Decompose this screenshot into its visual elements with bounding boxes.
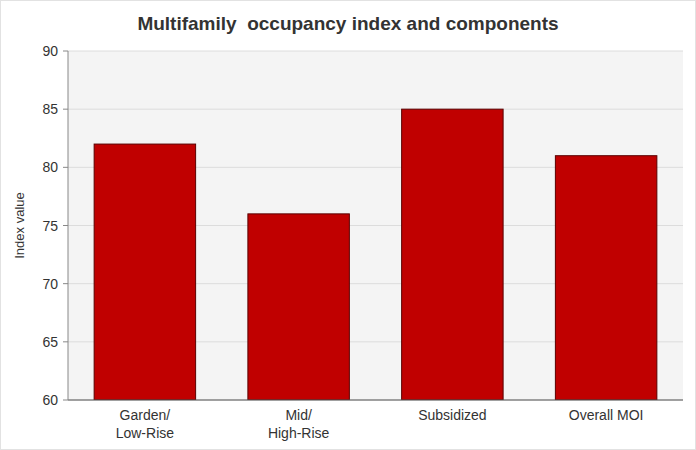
tick-mark — [63, 167, 68, 168]
tick-label: 80 — [42, 159, 58, 175]
tick-label: 75 — [42, 218, 58, 234]
plot-area — [68, 51, 683, 400]
tick-mark — [63, 225, 68, 226]
category-label-line: Low-Rise — [116, 425, 175, 441]
tick-label: 65 — [42, 334, 58, 350]
category-label-line: Mid/ — [285, 407, 312, 423]
bars — [94, 109, 657, 400]
chart: 60 65 70 75 80 85 90 Garden/Low-Rise Mid/High-Ri… — [0, 0, 696, 450]
category-label-line: Subsidized — [418, 407, 487, 423]
category-label-line: Overall MOI — [569, 407, 644, 423]
tick-mark — [63, 109, 68, 110]
grid-line — [68, 109, 683, 110]
category-label: Mid/High-Rise — [268, 407, 330, 441]
category-label-line: High-Rise — [268, 425, 330, 441]
tick-mark — [63, 51, 68, 52]
category-label: Garden/Low-Rise — [116, 407, 175, 441]
bar — [94, 144, 195, 400]
x-axis — [68, 400, 683, 401]
grid-line — [68, 400, 683, 401]
tick-label: 60 — [42, 392, 58, 408]
y-axis — [68, 51, 69, 400]
bar — [248, 214, 349, 400]
bar — [402, 109, 503, 400]
bar — [555, 156, 656, 400]
background — [1, 1, 696, 450]
category-label-line: Garden/ — [120, 407, 171, 423]
category-label: Overall MOI — [569, 407, 644, 423]
tick-label: 85 — [42, 101, 58, 117]
tick-mark — [63, 400, 68, 401]
grid-line — [68, 51, 683, 52]
tick-label: 90 — [42, 43, 58, 59]
category-label: Subsidized — [418, 407, 487, 423]
tick-mark — [63, 341, 68, 342]
y-axis-label: Index value — [12, 192, 27, 259]
tick-label: 70 — [42, 276, 58, 292]
title: Multifamily occupancy index and componen… — [137, 13, 558, 34]
tick-mark — [63, 283, 68, 284]
